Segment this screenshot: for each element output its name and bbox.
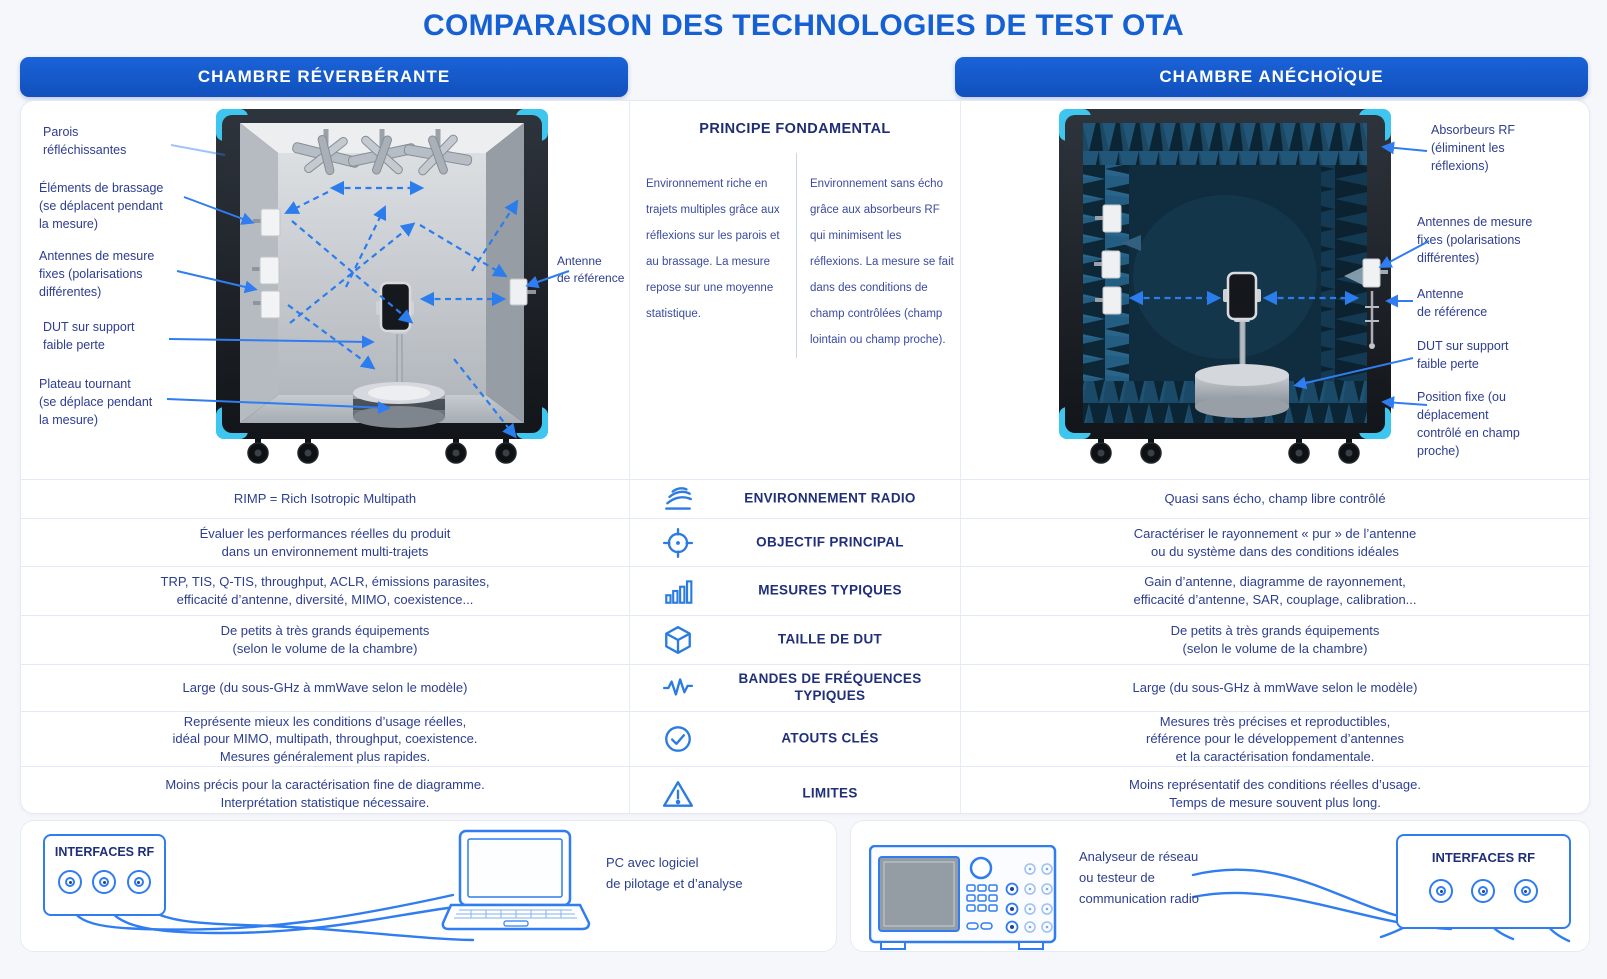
anechoic-cell: De petits à très grands équipements (sel… xyxy=(1170,623,1380,656)
criterion-cell: OBJECTIF PRINCIPAL xyxy=(629,519,961,566)
callout-label: Éléments de brassage (se déplacent penda… xyxy=(39,181,164,232)
callout-label: Absorbeurs RF (éliminent les réflexions) xyxy=(1431,123,1516,174)
reverb-panel: Parois réfléchissantes Éléments de brass… xyxy=(21,101,629,479)
anechoic-cell: Large (du sous-GHz à mmWave selon le mod… xyxy=(1132,680,1418,696)
criterion-cell: BANDES DE FRÉQUENCES TYPIQUES xyxy=(629,665,961,711)
criterion-label: LIMITES xyxy=(802,785,858,801)
principle-panel: PRINCIPE FONDAMENTAL Environnement riche… xyxy=(629,101,961,479)
multipath-arrows xyxy=(284,180,519,439)
reverb-cell: Évaluer les performances réelles du prod… xyxy=(199,525,451,559)
table-row: Évaluer les performances réelles du prod… xyxy=(21,518,1589,566)
comparison-table: RIMP = Rich Isotropic Multipath ENVIRONN… xyxy=(21,479,1589,813)
rf-interfaces-label: INTERFACES RF xyxy=(54,845,155,859)
coax-connector-icon xyxy=(1429,879,1454,903)
coax-connector-icon xyxy=(126,870,151,894)
criterion-cell: LIMITES xyxy=(629,767,961,813)
coax-connector-icon xyxy=(1471,879,1496,903)
pedestal-base xyxy=(1195,364,1289,418)
check-circle-icon xyxy=(662,723,694,755)
target-icon xyxy=(662,527,694,559)
coax-connector-icon xyxy=(92,870,117,894)
callout-label: Antenne de référence xyxy=(1417,287,1488,320)
coax-connectors xyxy=(45,870,164,894)
anechoic-cell: Quasi sans écho, champ libre contrôlé xyxy=(1164,491,1386,507)
cube-icon xyxy=(662,624,694,656)
caster-wheels xyxy=(247,437,517,464)
criterion-cell: MESURES TYPIQUES xyxy=(629,567,961,615)
waveform-icon xyxy=(662,672,694,704)
reverb-cell: Moins précis pour la caractérisation fin… xyxy=(165,776,485,810)
anechoic-cell: Moins représentatif des conditions réell… xyxy=(1129,776,1421,810)
criterion-cell: TAILLE DE DUT xyxy=(629,616,961,664)
comparison-card: Parois réfléchissantes Éléments de brass… xyxy=(20,100,1590,814)
reverb-setup-box: INTERFACES RF PC avec logiciel de pilota… xyxy=(20,820,837,952)
bar-chart-icon xyxy=(662,575,694,607)
table-row: Large (du sous-GHz à mmWave selon le mod… xyxy=(21,664,1589,711)
page-title: COMPARAISON DES TECHNOLOGIES DE TEST OTA xyxy=(423,9,1184,42)
illustration-row: Parois réfléchissantes Éléments de brass… xyxy=(21,101,1589,479)
callout-label: Antennes de mesure fixes (polarisations … xyxy=(39,249,155,300)
laptop-icon xyxy=(441,829,591,931)
analyzer-label: Analyseur de réseau ou testeur de commun… xyxy=(1079,849,1199,906)
coax-connector-icon xyxy=(1513,879,1538,903)
criterion-label: ENVIRONNEMENT RADIO xyxy=(744,490,916,506)
reverb-cell: TRP, TIS, Q-TIS, throughput, ACLR, émiss… xyxy=(160,574,490,607)
callout-label: Antennes de mesure fixes (polarisations … xyxy=(1417,215,1533,266)
stirrer-fans xyxy=(292,129,473,176)
warning-triangle-icon xyxy=(662,778,694,810)
reverb-header: CHAMBRE RÉVERBÉRANTE xyxy=(20,57,628,97)
callout-label: Position fixe (ou déplacement contrôlé e… xyxy=(1417,390,1520,459)
reference-antenna-panel xyxy=(509,278,536,306)
reverb-cell: RIMP = Rich Isotropic Multipath xyxy=(233,491,417,507)
criterion-label: MESURES TYPIQUES xyxy=(758,582,902,598)
criterion-label: BANDES DE FRÉQUENCES TYPIQUES xyxy=(738,671,922,703)
coax-connector-icon xyxy=(58,870,83,894)
principle-reverb-text: Environnement riche en trajets multiples… xyxy=(646,178,780,320)
table-row: RIMP = Rich Isotropic Multipath ENVIRONN… xyxy=(21,479,1589,518)
principle-anechoic-text: Environnement sans écho grâce aux absorb… xyxy=(810,178,954,346)
table-row: TRP, TIS, Q-TIS, throughput, ACLR, émiss… xyxy=(21,566,1589,615)
coax-connectors xyxy=(1398,879,1569,903)
measure-antenna-panels xyxy=(252,208,281,319)
measure-antenna-panels xyxy=(1094,204,1141,315)
reverb-cell: Large (du sous-GHz à mmWave selon le mod… xyxy=(182,680,468,696)
rf-interfaces-box: INTERFACES RF xyxy=(43,834,166,916)
callout-label: Parois réfléchissantes xyxy=(43,125,127,158)
anechoic-cell: Caractériser le rayonnement « pur » de l… xyxy=(1133,525,1417,559)
anechoic-panel: Absorbeurs RF (éliminent les réflexions)… xyxy=(961,101,1589,479)
callout-label: DUT sur support faible perte xyxy=(43,320,135,353)
radio-waves-icon xyxy=(662,483,694,515)
rf-interfaces-label: INTERFACES RF xyxy=(1431,850,1536,865)
reverb-cell: Représente mieux les conditions d’usage … xyxy=(172,713,478,764)
callout-label: DUT sur support faible perte xyxy=(1417,339,1509,372)
anechoic-cell: Gain d’antenne, diagramme de rayonnement… xyxy=(1133,574,1417,607)
principle-divider xyxy=(796,153,797,358)
anechoic-cell: Mesures très précises et reproductibles,… xyxy=(1145,713,1404,764)
principle-heading: PRINCIPE FONDAMENTAL xyxy=(699,121,891,137)
rf-interfaces-box: INTERFACES RF xyxy=(1396,834,1571,929)
table-row: Représente mieux les conditions d’usage … xyxy=(21,711,1589,766)
dut-phone-on-pedestal xyxy=(1223,271,1261,378)
criterion-cell: ENVIRONNEMENT RADIO xyxy=(629,480,961,518)
pc-software-label: PC avec logiciel de pilotage et d’analys… xyxy=(606,855,743,891)
table-row: Moins précis pour la caractérisation fin… xyxy=(21,766,1589,813)
network-analyzer-icon xyxy=(869,845,1057,950)
criterion-label: TAILLE DE DUT xyxy=(777,631,883,647)
reference-antenna xyxy=(1344,258,1388,349)
anechoic-setup-box: Analyseur de réseau ou testeur de commun… xyxy=(850,820,1590,952)
reverberation-chamber-illustration xyxy=(216,109,548,464)
criterion-label: OBJECTIF PRINCIPAL xyxy=(756,534,904,550)
reverb-cell: De petits à très grands équipements (sel… xyxy=(220,623,430,656)
callout-label: Antenne de référence xyxy=(557,254,625,286)
anechoic-chamber-illustration xyxy=(1059,109,1391,464)
turntable xyxy=(353,382,445,428)
criterion-label: ATOUTS CLÉS xyxy=(781,730,879,746)
caster-wheels xyxy=(1090,437,1360,464)
criterion-cell: ATOUTS CLÉS xyxy=(629,712,961,766)
anechoic-header: CHAMBRE ANÉCHOÏQUE xyxy=(955,57,1588,97)
table-row: De petits à très grands équipements (sel… xyxy=(21,615,1589,664)
callout-label: Plateau tournant (se déplace pendant la … xyxy=(39,377,153,428)
